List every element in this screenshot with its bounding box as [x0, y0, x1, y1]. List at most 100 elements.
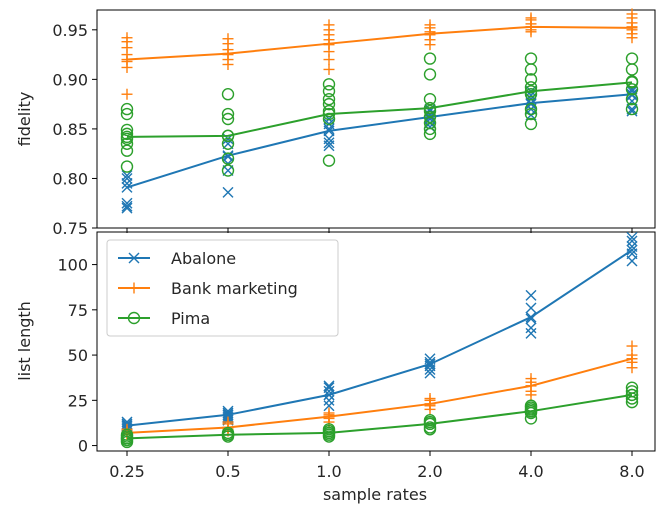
series-line [126, 393, 633, 440]
x-tick-label: 2.0 [417, 462, 442, 481]
sample-point [221, 107, 235, 121]
sample-point [323, 400, 335, 412]
mean-point [323, 411, 335, 423]
sample-point [524, 117, 538, 131]
sample-point [423, 68, 437, 81]
sample-point [120, 137, 134, 150]
plot-area-frame [96, 231, 656, 452]
sample-point [423, 421, 437, 434]
y-tick-label: 25 [68, 391, 88, 410]
panel-list-length: 0 25 50 75 100 list length Abalone Bank marketi… [15, 231, 656, 481]
sample-point [524, 107, 538, 121]
mean-point [625, 388, 639, 402]
mean-point [424, 398, 436, 410]
y-tick-label: 0.85 [52, 120, 88, 139]
y-tick-label: 0.95 [52, 21, 88, 40]
legend-label: Bank marketing [171, 279, 298, 298]
sample-point [322, 423, 336, 436]
sample-point [525, 327, 537, 339]
legend-entry-abalone: Abalone [118, 249, 236, 268]
sample-point [626, 340, 638, 352]
mean-point [524, 404, 538, 418]
legend-marker [127, 311, 141, 325]
sample-point [626, 105, 638, 117]
sample-point [423, 116, 437, 130]
sample-point [120, 428, 134, 441]
sample-point [322, 97, 336, 111]
mean-point [525, 380, 537, 392]
legend-marker [128, 252, 140, 264]
y-tick-label: 0.75 [52, 219, 88, 238]
sample-point [625, 83, 639, 96]
mean-point [322, 107, 336, 121]
mean-point [322, 426, 336, 440]
sample-point [626, 240, 638, 252]
sample-point [120, 102, 134, 116]
mean-point [525, 311, 537, 323]
sample-point [626, 103, 638, 115]
y-tick-label: 100 [57, 256, 88, 275]
series-line [126, 25, 633, 61]
sample-point [423, 414, 437, 427]
mean-point [120, 432, 134, 445]
x-axis-label: sample rates [323, 485, 427, 504]
sample-point [524, 52, 538, 65]
sample-point [322, 92, 336, 106]
series-pima [120, 381, 639, 449]
mean-point [222, 409, 234, 421]
series-line [126, 93, 633, 189]
mean-point [121, 54, 133, 66]
plot-area-frame [96, 9, 656, 229]
sample-point [525, 302, 537, 314]
sample-point [423, 104, 437, 118]
sample-point [323, 133, 335, 145]
mean-point [121, 181, 133, 193]
mean-point [221, 428, 235, 441]
mean-point [221, 129, 235, 143]
sample-point [323, 19, 335, 31]
sample-point [423, 92, 437, 106]
mean-point [323, 389, 335, 401]
sample-point [323, 137, 335, 149]
legend: Abalone Bank marketing Pima [106, 239, 339, 337]
sample-point [120, 144, 134, 157]
x-tick-label: 8.0 [619, 462, 644, 481]
sample-point [625, 52, 639, 65]
sample-point [121, 169, 133, 181]
sample-point [121, 200, 133, 212]
mean-point [626, 244, 638, 256]
y-tick-label: 75 [68, 301, 88, 320]
sample-point [524, 88, 538, 101]
sample-point [524, 81, 538, 94]
legend-entry-bank-marketing: Bank marketing [118, 279, 298, 298]
sample-point [423, 110, 437, 124]
sample-point [221, 152, 235, 165]
x-tick-label: 1.0 [316, 462, 341, 481]
legend-box [106, 239, 339, 337]
sample-point [323, 394, 335, 406]
y-tick-label: 0.80 [52, 169, 88, 188]
series-bank-marketing [121, 8, 638, 100]
mean-point [625, 76, 639, 89]
series-pima [120, 52, 639, 177]
sample-point [120, 127, 134, 141]
x-tick-label: 0.5 [215, 462, 240, 481]
legend-label: Pima [171, 309, 210, 328]
sample-point [524, 73, 538, 86]
mean-point [626, 22, 638, 34]
mean-point [323, 38, 335, 50]
sample-point [524, 102, 538, 116]
sample-point [626, 231, 638, 243]
sample-point [120, 123, 134, 137]
sample-point [221, 137, 235, 150]
mean-point [120, 130, 134, 144]
sample-point [322, 78, 336, 91]
y-tick-label: 50 [68, 346, 88, 365]
series-bank-marketing [121, 340, 638, 441]
sample-point [423, 122, 437, 136]
sample-point [625, 92, 639, 106]
mean-point [423, 417, 437, 431]
mean-point [626, 353, 638, 365]
panel-fidelity: 0.75 0.80 0.85 0.90 0.95 fidelity [15, 8, 656, 238]
